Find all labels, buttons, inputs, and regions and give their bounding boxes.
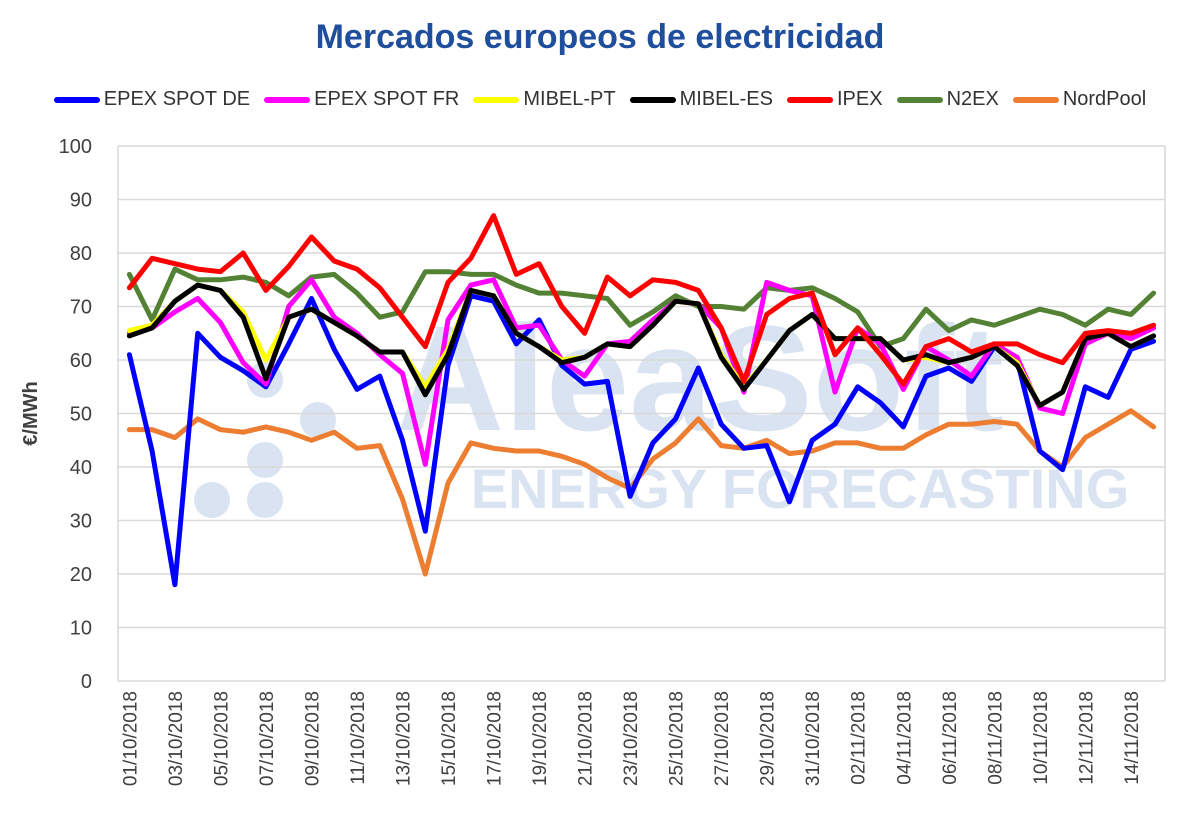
y-tick-label: 20 <box>70 564 92 586</box>
chart-title: Mercados europeos de electricidad <box>315 18 885 56</box>
y-tick-label: 90 <box>70 190 92 212</box>
y-tick-label: 30 <box>70 511 92 533</box>
y-tick-label: 60 <box>70 350 92 372</box>
x-tick-label: 04/11/2018 <box>894 691 915 785</box>
legend-swatch <box>264 96 311 103</box>
y-tick-label: 0 <box>81 671 92 693</box>
legend-item: NordPool <box>1012 88 1147 111</box>
series-line-n2ex <box>126 266 1157 350</box>
watermark-dot <box>194 482 230 518</box>
legend-label: IPEX <box>836 88 883 110</box>
y-tick-label: 50 <box>70 404 92 426</box>
watermark-dot <box>247 482 283 518</box>
x-tick-label: 31/10/2018 <box>803 691 824 786</box>
legend-item: EPEX SPOT FR <box>264 88 459 111</box>
x-tick-label: 08/11/2018 <box>985 691 1006 785</box>
x-tick-label: 09/10/2018 <box>302 691 323 786</box>
y-tick-label: 10 <box>70 618 92 640</box>
x-tick-label: 14/11/2018 <box>1122 691 1143 785</box>
legend-label: N2EX <box>946 88 999 110</box>
y-tick-label: 80 <box>70 243 92 265</box>
x-tick-label: 15/10/2018 <box>439 691 460 786</box>
watermark-dot <box>247 442 283 478</box>
legend-swatch <box>473 96 520 103</box>
series-line-epex-spot-fr <box>126 277 1157 467</box>
x-tick-label: 01/10/2018 <box>120 691 141 786</box>
series-line-ipex <box>126 213 1157 387</box>
legend-label: MIBEL-ES <box>679 88 773 110</box>
legend-swatch <box>896 96 943 103</box>
legend-item: N2EX <box>896 88 999 111</box>
legend-label: MIBEL-PT <box>523 88 616 110</box>
legend-swatch <box>1012 96 1059 103</box>
x-tick-label: 03/10/2018 <box>166 691 187 786</box>
x-tick-label: 29/10/2018 <box>758 691 779 786</box>
legend-item: MIBEL-PT <box>473 88 616 111</box>
legend: EPEX SPOT DE EPEX SPOT FR MIBEL-PT MIBEL-ES… <box>0 88 1200 111</box>
legend-item: MIBEL-ES <box>629 88 773 111</box>
x-tick-label: 10/11/2018 <box>1031 691 1052 785</box>
legend-item: IPEX <box>786 88 883 111</box>
legend-label: EPEX SPOT DE <box>103 88 251 110</box>
x-tick-label: 25/10/2018 <box>667 691 688 786</box>
x-tick-label: 19/10/2018 <box>530 691 551 786</box>
y-tick-label: 70 <box>70 297 92 319</box>
y-tick-label: 100 <box>59 136 92 158</box>
legend-label: NordPool <box>1062 88 1147 110</box>
x-tick-label: 21/10/2018 <box>576 691 597 786</box>
x-tick-label: 12/11/2018 <box>1076 691 1097 785</box>
legend-label: EPEX SPOT FR <box>314 88 460 110</box>
x-tick-label: 27/10/2018 <box>712 691 733 786</box>
x-tick-label: 23/10/2018 <box>621 691 642 786</box>
legend-swatch <box>53 96 100 103</box>
series-line-mibel-es <box>126 282 1157 408</box>
x-tick-label: 06/11/2018 <box>940 691 961 785</box>
x-tick-label: 02/11/2018 <box>849 691 870 785</box>
legend-swatch <box>629 96 676 103</box>
x-tick-label: 17/10/2018 <box>485 691 506 786</box>
legend-item: EPEX SPOT DE <box>53 88 251 111</box>
x-tick-label: 07/10/2018 <box>257 691 278 786</box>
legend-swatch <box>786 96 833 103</box>
watermark-dot <box>300 402 336 438</box>
x-tick-label: 05/10/2018 <box>211 691 232 786</box>
x-tick-label: 13/10/2018 <box>394 691 415 786</box>
y-axis-label: €/MWh <box>20 381 42 445</box>
y-tick-label: 40 <box>70 457 92 479</box>
x-tick-label: 11/10/2018 <box>348 691 369 785</box>
